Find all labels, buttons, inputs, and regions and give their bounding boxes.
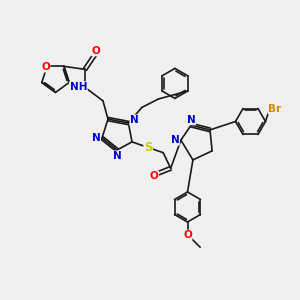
Text: N: N	[170, 135, 179, 145]
Text: N: N	[92, 133, 100, 143]
Text: Br: Br	[268, 103, 281, 114]
Text: O: O	[41, 62, 50, 72]
Text: O: O	[150, 171, 159, 181]
Text: O: O	[183, 230, 192, 240]
Text: O: O	[92, 46, 100, 56]
Text: N: N	[187, 115, 196, 125]
Text: N: N	[113, 151, 122, 161]
Text: S: S	[144, 141, 152, 154]
Text: N: N	[130, 115, 139, 125]
Text: NH: NH	[70, 82, 87, 92]
